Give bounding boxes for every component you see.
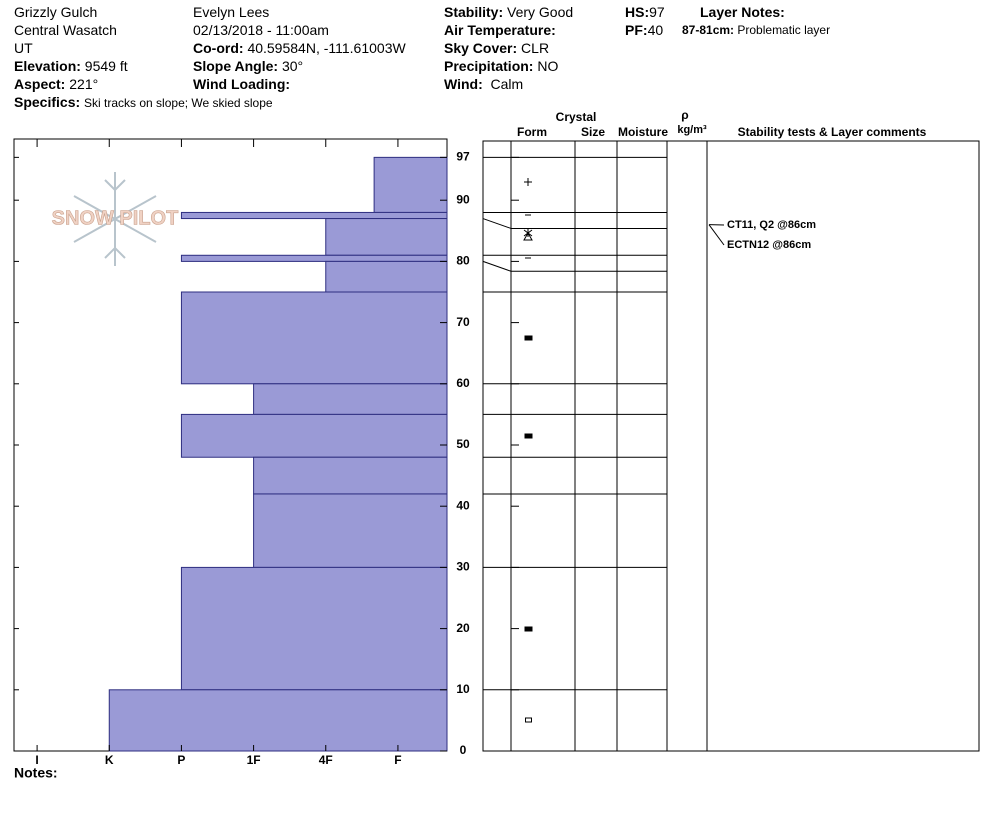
layer-bar [253,456,448,495]
col-size: Size [581,125,605,139]
wind: Wind: Calm [444,75,523,93]
label: Specifics: [14,94,81,110]
x-tick-label: F [394,753,401,767]
y-tick-label: 40 [456,498,470,512]
layer-bar [180,291,448,385]
label: Wind Loading: [193,76,291,92]
range: Central Wasatch [14,22,117,38]
value: 40.59584N, -111.61003W [247,40,406,56]
layer-bar [373,156,448,213]
y-tick-label: 97 [456,150,470,164]
text: Problematic layer [737,23,831,37]
label: Stability: [444,4,504,20]
layer-bar [180,413,448,458]
label: Air Temperature: [444,22,556,38]
datetime: 02/13/2018 - 11:00am [193,22,329,38]
x-tick-label: K [105,753,114,767]
col-crystal: Crystal [556,110,597,124]
sky-cover: Sky Cover: CLR [444,39,549,57]
col-rho: ρ [681,108,688,122]
layer-bar [325,218,448,256]
layer-connector [482,218,512,229]
label: Wind: [444,76,483,92]
value: 30° [281,58,304,74]
label: Precipitation: [444,58,534,74]
hs: HS:97 [625,3,665,21]
slope-angle: Slope Angle: 30° [193,57,303,75]
pf: PF:40 [625,21,663,39]
observer: Evelyn Lees [193,4,270,20]
site-name: Grizzly Gulch [14,4,98,20]
x-tick-label: I [35,753,38,767]
stability: Stability: Very Good [444,3,573,21]
col-comments: Stability tests & Layer comments [738,125,927,139]
wind-loading: Wind Loading: [193,75,290,93]
test-arrow [708,224,725,246]
label: Layer Notes: [700,4,785,20]
y-tick-label: 70 [456,315,470,329]
aspect: Aspect: 221° [14,75,98,93]
value: 40 [647,22,664,38]
y-tick-label: 20 [456,621,470,635]
table-frame [482,140,980,752]
col-moisture: Moisture [618,125,668,139]
grain-forms [523,178,533,723]
layer-notes: Layer Notes: [700,3,785,21]
x-tick-label: P [177,753,185,767]
y-tick-label: 60 [456,376,470,390]
y-tick-label: 30 [456,560,470,574]
layer-bar [253,383,448,415]
y-tick-label: 50 [456,437,470,451]
label: Co-ord: [193,40,244,56]
y-tick-label: 90 [456,192,470,206]
y-tick-label: 80 [456,254,470,268]
layer-bar [180,211,448,220]
specifics: Specifics: Ski tracks on slope; We skied… [14,93,273,112]
state: UT [14,40,33,56]
range: 87-81cm: [682,23,735,37]
value: NO [537,58,559,74]
test-label: ECTN12 @86cm [727,239,811,251]
value: Calm [490,76,524,92]
notes-label: Notes: [14,765,58,781]
label: Aspect: [14,76,66,92]
layer-bar [325,260,448,293]
label: Slope Angle: [193,58,279,74]
value: 9549 ft [84,58,128,74]
layer-connector [482,260,512,272]
logo-text: SNOW PILOT [52,207,179,229]
air-temperature: Air Temperature: [444,21,556,39]
label: Sky Cover: [444,40,518,56]
precipitation: Precipitation: NO [444,57,558,75]
logo [73,172,157,266]
y-tick-label: 0 [460,743,467,757]
layer-bar [108,689,448,752]
value: Ski tracks on slope; We skied slope [84,96,273,110]
coord: Co-ord: 40.59584N, -111.61003W [193,39,406,57]
value: CLR [521,40,550,56]
label: PF: [625,22,648,38]
x-tick-label: 1F [247,753,261,767]
label: Elevation: [14,58,81,74]
column-lines [510,141,708,751]
layer-bar [180,254,448,262]
x-tick-label: 4F [319,753,333,767]
col-form: Form [517,125,547,139]
value: Very Good [507,4,574,20]
value: 221° [69,76,99,92]
col-density: kg/m³ [677,124,707,136]
y-tick-label: 10 [456,682,470,696]
layer-bar [180,566,448,691]
test-label: CT11, Q2 @86cm [727,219,816,231]
elevation: Elevation: 9549 ft [14,57,128,75]
value: 97 [649,4,665,20]
layer-bar [253,493,448,568]
label: HS: [625,4,650,20]
layer-note: 87-81cm: Problematic layer [682,21,830,39]
